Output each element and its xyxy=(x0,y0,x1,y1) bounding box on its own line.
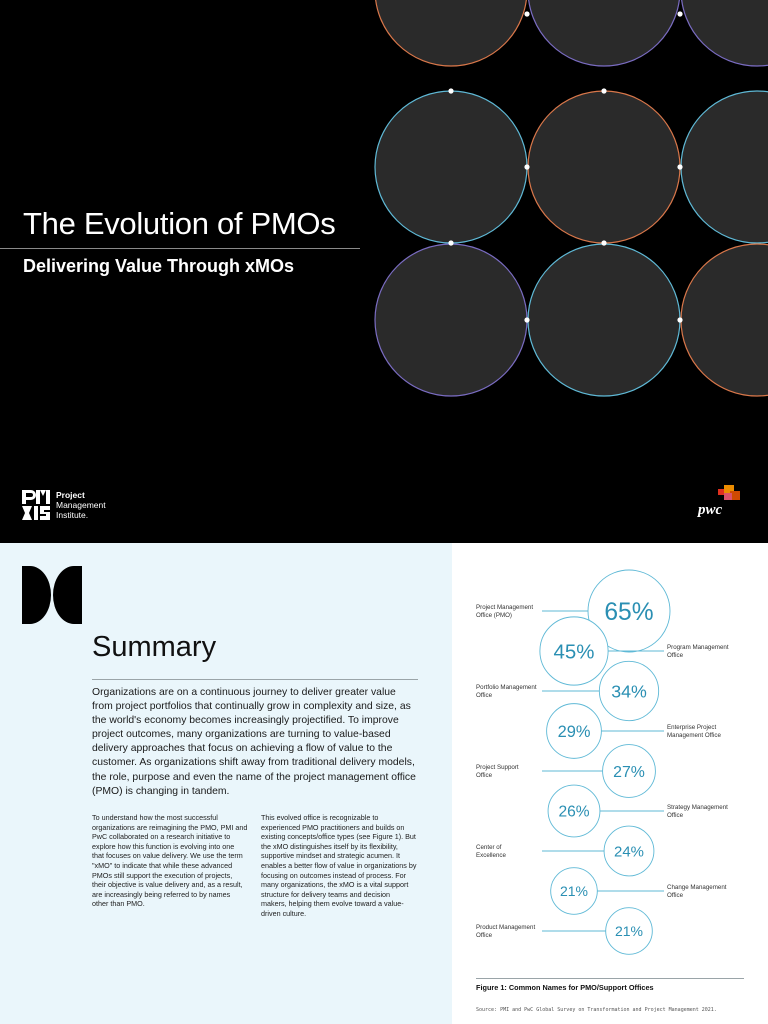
value-label: 29% xyxy=(558,723,591,741)
cover-subtitle: Delivering Value Through xMOs xyxy=(23,256,295,276)
pmi-logo-line: Project xyxy=(56,490,85,500)
decorative-dot xyxy=(448,88,454,94)
category-label: Management Office xyxy=(667,732,721,739)
value-label: 65% xyxy=(604,599,653,626)
category-label: Office xyxy=(667,812,684,819)
decorative-dot xyxy=(601,88,607,94)
category-label: Office xyxy=(667,892,684,899)
category-label: Office xyxy=(476,932,493,939)
category-label: Project Management xyxy=(476,604,533,611)
summary-body-column-2: This evolved office is recognizable to e… xyxy=(261,813,417,918)
value-bubble xyxy=(602,744,656,798)
figure-divider xyxy=(476,978,744,979)
value-bubble xyxy=(547,784,601,838)
decorative-circle xyxy=(374,243,528,397)
cover-section: The Evolution of PMOs Delivering Value T… xyxy=(0,0,768,520)
value-label: 26% xyxy=(558,804,589,821)
pmi-logo: Project Management Institute. xyxy=(22,490,106,520)
decorative-dot xyxy=(524,11,530,17)
category-label: Change Management xyxy=(667,884,727,891)
summary-section: Summary Organizations are on a continuou… xyxy=(0,543,452,1024)
decorative-circle xyxy=(680,243,768,397)
value-label: 27% xyxy=(613,764,645,781)
category-label: Office xyxy=(667,652,684,659)
value-bubble xyxy=(550,867,598,915)
decorative-dot xyxy=(601,240,607,246)
pwc-logo-icon xyxy=(718,485,740,500)
category-label: Strategy Management xyxy=(667,804,728,811)
cover-divider xyxy=(0,248,360,249)
decorative-circle xyxy=(527,243,681,397)
category-label: Portfolio Management xyxy=(476,684,537,691)
category-label: Office xyxy=(476,772,493,779)
decorative-dot xyxy=(524,317,530,323)
decorative-dot xyxy=(448,240,454,246)
category-label: Program Management xyxy=(667,644,729,651)
category-label: Enterprise Project xyxy=(667,724,716,731)
decorative-dot xyxy=(677,317,683,323)
summary-body-column-1: To understand how the most successful or… xyxy=(92,813,248,909)
summary-divider xyxy=(92,679,418,680)
value-label: 21% xyxy=(615,923,643,939)
decorative-dot xyxy=(677,164,683,170)
decorative-circle-grid xyxy=(374,0,768,397)
category-label: Office xyxy=(476,692,493,699)
decorative-circle xyxy=(680,90,768,244)
decorative-circle xyxy=(375,0,527,67)
cover-title: The Evolution of PMOs xyxy=(23,206,336,241)
category-label: Excellence xyxy=(476,852,506,859)
decorative-circle xyxy=(681,0,768,67)
pmi-logo-line: Management xyxy=(56,500,106,510)
pmi-logo-text: Project Management Institute. xyxy=(56,490,106,520)
summary-lead-paragraph: Organizations are on a continuous journe… xyxy=(92,687,416,797)
pwc-logo-text: pwc xyxy=(698,502,723,518)
section-mark-icon xyxy=(22,566,82,624)
decorative-circle xyxy=(374,90,528,244)
decorative-dot xyxy=(524,164,530,170)
value-label: 21% xyxy=(560,883,588,899)
decorative-circle xyxy=(528,0,680,67)
decorative-dot xyxy=(677,11,683,17)
pmi-logo-icon xyxy=(22,490,50,520)
value-bubble xyxy=(598,660,660,722)
category-label: Office (PMO) xyxy=(476,612,512,619)
figure-caption: Figure 1: Common Names for PMO/Support O… xyxy=(476,983,654,992)
value-label: 45% xyxy=(554,641,595,664)
decorative-circle xyxy=(527,90,681,244)
value-label: 34% xyxy=(611,682,647,702)
value-bubble xyxy=(605,907,653,955)
figure-source: Source: PMI and PwC Global Survey on Tra… xyxy=(476,1007,717,1013)
summary-heading: Summary xyxy=(92,631,217,663)
value-label: 24% xyxy=(614,843,644,860)
category-label: Center of xyxy=(476,844,502,851)
figure-section: 65% Project Management Office (PMO) 45% Prog… xyxy=(452,543,768,1024)
category-label: Product Management xyxy=(476,924,535,931)
category-label: Project Support xyxy=(476,764,519,771)
pmi-logo-line: Institute. xyxy=(56,510,89,520)
